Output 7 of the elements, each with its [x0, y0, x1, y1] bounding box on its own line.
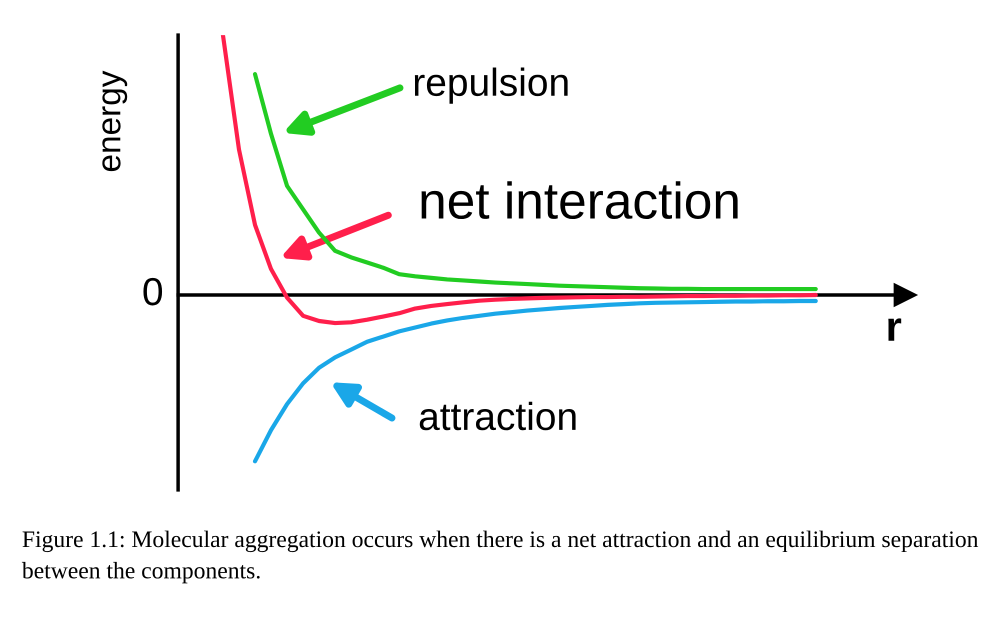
legend-label: repulsion	[414, 68, 568, 104]
text: 0	[143, 278, 162, 306]
legend-label: net interaction	[422, 181, 738, 220]
x-axis-title: r	[888, 318, 902, 341]
caption: Figure 1.1: Molecular aggregation occurs when there is a net attraction and an equilibrium separation between the components.	[22, 530, 978, 584]
y-axis-title: energy	[102, 70, 128, 172]
legend-label: attraction	[420, 402, 576, 430]
